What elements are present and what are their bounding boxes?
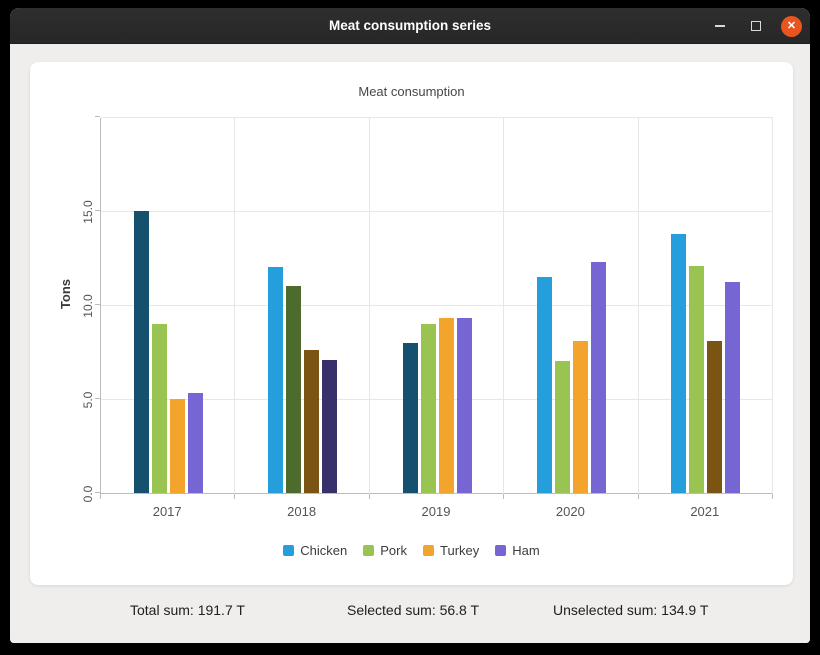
y-axis-tick: [95, 116, 100, 117]
legend-label: Ham: [512, 542, 540, 558]
minimize-icon: [715, 25, 725, 27]
maximize-icon: [751, 21, 761, 31]
bar-chicken-2018[interactable]: [268, 267, 284, 493]
gridline-vertical: [503, 118, 505, 494]
gridline-horizontal: [101, 305, 773, 306]
x-tick-label: 2021: [690, 504, 720, 519]
bar-pork-2018[interactable]: [286, 286, 302, 493]
gridline-vertical: [234, 118, 236, 494]
bar-chicken-2021[interactable]: [671, 233, 687, 493]
x-axis-tick: [100, 494, 101, 499]
x-tick-label: 2017: [152, 504, 182, 519]
window-title: Meat consumption series: [328, 18, 492, 33]
chart-title: Meat consumption: [358, 84, 465, 99]
y-tick-label: 10.0: [81, 294, 95, 318]
x-axis-tick: [637, 494, 639, 499]
x-tick-label: 2020: [555, 504, 585, 519]
gridline-vertical: [637, 118, 639, 494]
x-axis-tick: [368, 494, 370, 499]
bar-pork-2020[interactable]: [554, 361, 570, 493]
bar-turkey-2017[interactable]: [169, 399, 185, 493]
y-axis-label: Tons: [58, 278, 73, 310]
legend-item-chicken[interactable]: Chicken: [283, 543, 347, 558]
bar-ham-2019[interactable]: [456, 318, 472, 493]
bar-turkey-2019[interactable]: [438, 318, 454, 493]
gridline-vertical: [772, 118, 773, 494]
x-axis-tick: [772, 494, 773, 499]
x-axis-tick: [234, 494, 236, 499]
plot-area[interactable]: [95, 116, 773, 499]
y-axis-tick: [95, 304, 100, 305]
bar-chicken-2019[interactable]: [402, 342, 418, 493]
bar-turkey-2020[interactable]: [572, 340, 588, 493]
bar-ham-2021[interactable]: [725, 282, 741, 493]
maximize-button[interactable]: [745, 15, 767, 37]
gridline-horizontal: [101, 211, 773, 212]
minimize-button[interactable]: [709, 15, 731, 37]
legend-swatch-icon: [495, 544, 507, 556]
bar-turkey-2021[interactable]: [707, 340, 723, 493]
gridline-horizontal: [101, 399, 773, 400]
x-tick-label: 2018: [287, 504, 317, 519]
y-tick-label: 15.0: [81, 200, 95, 224]
x-axis-tick: [503, 494, 505, 499]
legend-label: Chicken: [300, 542, 348, 558]
window-controls: ✕: [709, 8, 802, 44]
legend-item-pork[interactable]: Pork: [363, 543, 407, 558]
y-axis-tick: [95, 210, 100, 211]
y-tick-label: 5.0: [81, 391, 95, 409]
footer-sums: Total sum: 191.7 T Selected sum: 56.8 T …: [10, 600, 810, 620]
legend-swatch-icon: [283, 544, 295, 556]
bar-pork-2019[interactable]: [420, 323, 436, 493]
window-content: Meat consumption Tons 0.0 5.0 10.0 15.0 201…: [10, 44, 810, 643]
bar-ham-2020[interactable]: [590, 261, 606, 493]
bar-chicken-2017[interactable]: [133, 211, 149, 493]
selected-sum-text: Selected sum: 56.8 T: [347, 602, 480, 618]
y-axis-tick: [95, 492, 100, 493]
close-button[interactable]: ✕: [781, 15, 802, 37]
legend-label: Pork: [380, 542, 407, 558]
close-icon: ✕: [786, 19, 797, 32]
app-window: Meat consumption series ✕ Meat consumpti…: [10, 8, 810, 643]
titlebar[interactable]: Meat consumption series ✕: [10, 8, 810, 44]
legend-swatch-icon: [423, 544, 434, 556]
legend-item-turkey[interactable]: Turkey: [423, 543, 479, 558]
bar-pork-2021[interactable]: [689, 265, 705, 493]
total-sum-text: Total sum: 191.7 T: [130, 602, 245, 618]
legend-item-ham[interactable]: Ham: [495, 542, 540, 558]
bar-pork-2017[interactable]: [151, 323, 167, 493]
bar-ham-2017[interactable]: [187, 393, 203, 493]
bar-turkey-2018[interactable]: [304, 350, 320, 493]
gridline-vertical: [368, 118, 370, 494]
chart-legend: Chicken Pork Turkey Ham: [30, 540, 793, 560]
y-axis-tick: [95, 398, 100, 399]
y-tick-label: 0.0: [81, 485, 95, 503]
unselected-sum-text: Unselected sum: 134.9 T: [553, 602, 709, 618]
x-tick-label: 2019: [421, 504, 451, 519]
legend-swatch-icon: [363, 544, 375, 556]
gridline-horizontal: [101, 117, 773, 118]
bar-ham-2018[interactable]: [322, 359, 338, 493]
legend-label: Turkey: [440, 542, 480, 558]
chart-card: Meat consumption Tons 0.0 5.0 10.0 15.0 201…: [30, 62, 793, 585]
bar-chicken-2020[interactable]: [536, 276, 552, 493]
